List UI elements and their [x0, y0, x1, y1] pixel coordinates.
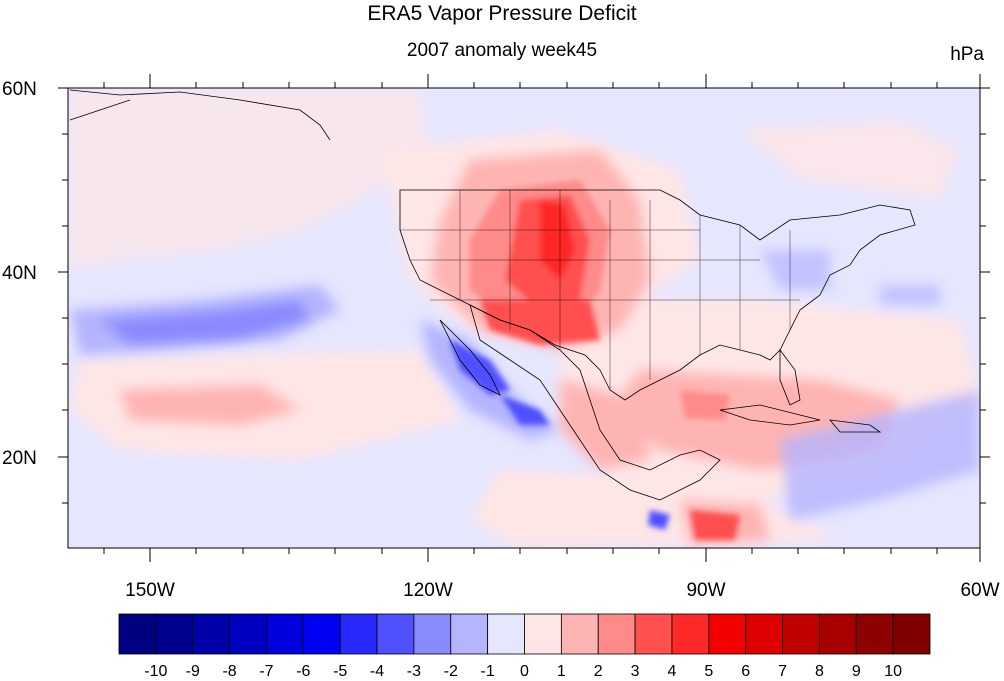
- lon-label-150w: 150W: [125, 580, 175, 601]
- colorbar-label: -6: [296, 663, 310, 680]
- colorbar-box: [782, 613, 820, 655]
- state-borders: [400, 190, 800, 390]
- lat-label-40n: 40N: [2, 263, 37, 284]
- lat-label-20n: 20N: [2, 448, 37, 469]
- chart-title: ERA5 Vapor Pressure Deficit: [367, 2, 637, 25]
- colorbar-box: [855, 613, 894, 655]
- colorbar-label: -1: [481, 663, 495, 680]
- colorbar-box: [597, 613, 636, 655]
- coastlines: [69, 89, 916, 501]
- colorbar-box: [745, 613, 783, 655]
- colorbar-label: -10: [144, 663, 167, 680]
- colorbar-box: [819, 613, 857, 655]
- chart-subtitle: 2007 anomaly week45: [406, 40, 598, 61]
- colorbar-box: [487, 613, 525, 655]
- colorbar-label: -4: [370, 663, 384, 680]
- colorbar-label: -9: [186, 663, 200, 680]
- colorbar-label: 9: [852, 663, 861, 680]
- colorbar-box: [339, 613, 378, 655]
- colorbar-label: 0: [520, 663, 529, 680]
- colorbar-label: -5: [333, 663, 347, 680]
- colorbar-box: [708, 613, 747, 655]
- colorbar-box: [192, 613, 230, 655]
- units-label: hPa: [950, 44, 984, 65]
- colorbar-box: [634, 613, 673, 655]
- colorbar-box: [229, 613, 267, 655]
- colorbar-box: [118, 613, 157, 655]
- axis-ticks: [58, 74, 990, 562]
- colorbar-box: [450, 613, 489, 655]
- colorbar-box: [155, 613, 194, 655]
- colorbar-label: 5: [704, 663, 713, 680]
- colorbar-box: [560, 613, 599, 655]
- colorbar-label: 3: [631, 663, 640, 680]
- colorbar-label: -8: [222, 663, 236, 680]
- lon-label-120w: 120W: [403, 580, 453, 601]
- colorbar-label: -2: [444, 663, 458, 680]
- colorbar: -10 -9 -8 -7 -6 -5 -4 -3 -2 -1 0 1 2 3 4 5 6 7 8 9 10: [118, 613, 931, 680]
- colorbar-box: [671, 613, 710, 655]
- colorbar-label: 6: [741, 663, 750, 680]
- anomaly-field: [68, 88, 980, 548]
- colorbar-label: 10: [884, 663, 902, 680]
- colorbar-label: -3: [407, 663, 421, 680]
- colorbar-box: [413, 613, 452, 655]
- colorbar-label: -7: [259, 663, 273, 680]
- colorbar-label: 2: [594, 663, 603, 680]
- colorbar-label: 8: [815, 663, 824, 680]
- colorbar-box: [266, 613, 304, 655]
- colorbar-box: [376, 613, 415, 655]
- colorbar-label: 1: [557, 663, 566, 680]
- colorbar-box: [302, 613, 341, 655]
- colorbar-box: [892, 613, 931, 655]
- colorbar-label: 4: [667, 663, 676, 680]
- colorbar-box: [524, 613, 562, 655]
- lat-label-60n: 60N: [2, 79, 37, 100]
- lon-label-90w: 90W: [686, 580, 725, 601]
- colorbar-label: 7: [778, 663, 787, 680]
- lon-label-60w: 60W: [960, 580, 999, 601]
